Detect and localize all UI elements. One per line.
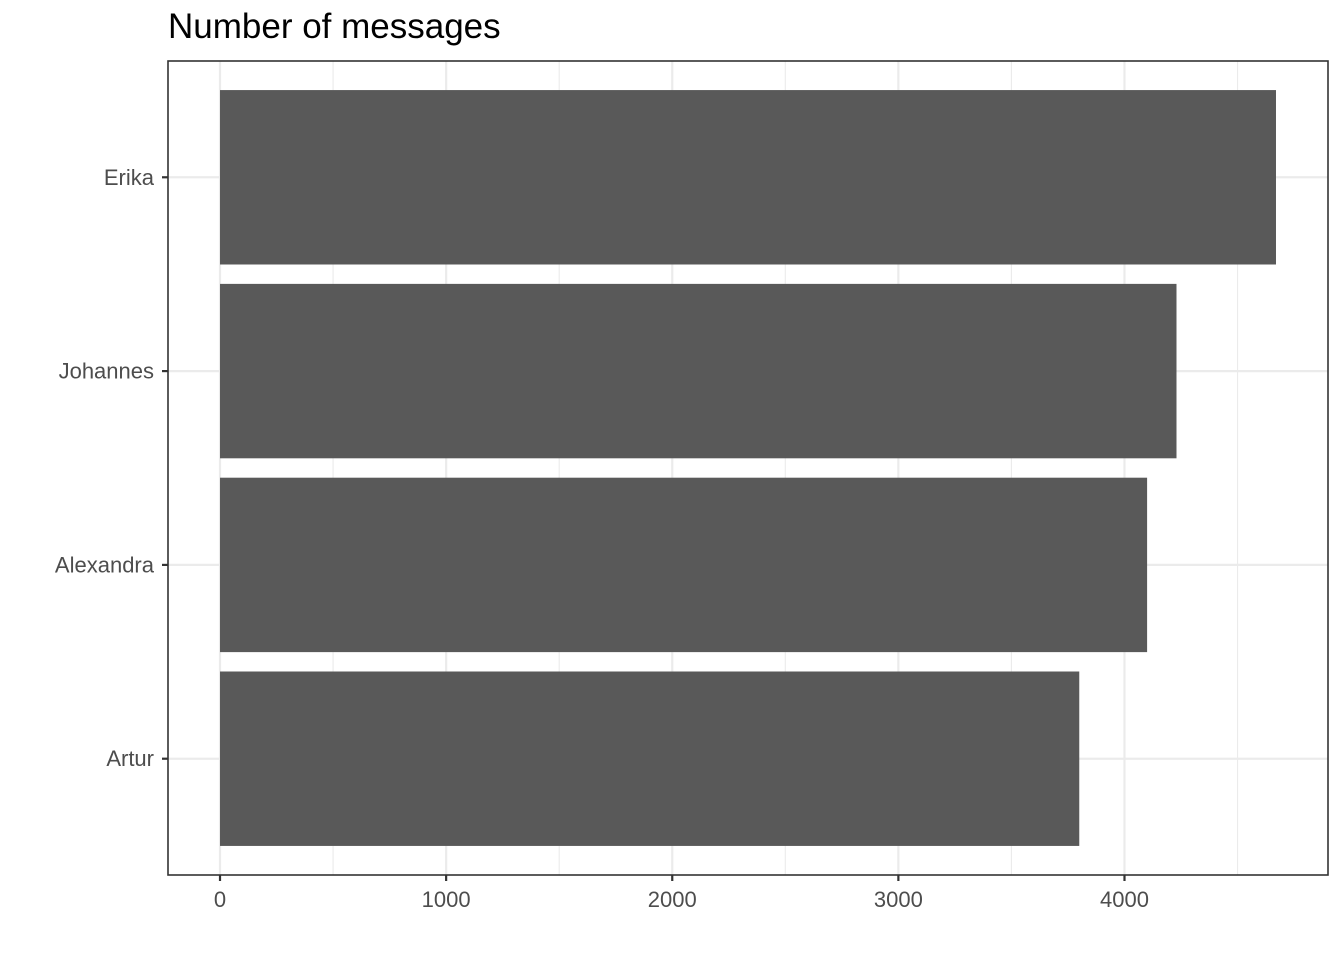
- chart-title: Number of messages: [168, 7, 501, 46]
- y-tick-label: Johannes: [59, 359, 154, 384]
- bar: [220, 283, 1177, 459]
- x-tick-label: 3000: [874, 887, 923, 912]
- y-tick-label: Artur: [106, 746, 154, 771]
- x-axis: 0 1000 2000 3000 4000: [214, 875, 1149, 912]
- bar: [220, 90, 1276, 265]
- y-axis: Erika Johannes Alexandra Artur: [55, 165, 168, 771]
- bar: [220, 477, 1148, 653]
- x-tick-label: 4000: [1100, 887, 1149, 912]
- panel-border: [167, 60, 1329, 876]
- x-tick-label: 0: [214, 887, 226, 912]
- y-tick-label: Erika: [104, 165, 155, 190]
- x-tick-label: 1000: [422, 887, 471, 912]
- x-tick-label: 2000: [648, 887, 697, 912]
- bar: [220, 671, 1080, 846]
- bars-layer: [220, 90, 1276, 846]
- y-tick-label: Alexandra: [55, 552, 155, 577]
